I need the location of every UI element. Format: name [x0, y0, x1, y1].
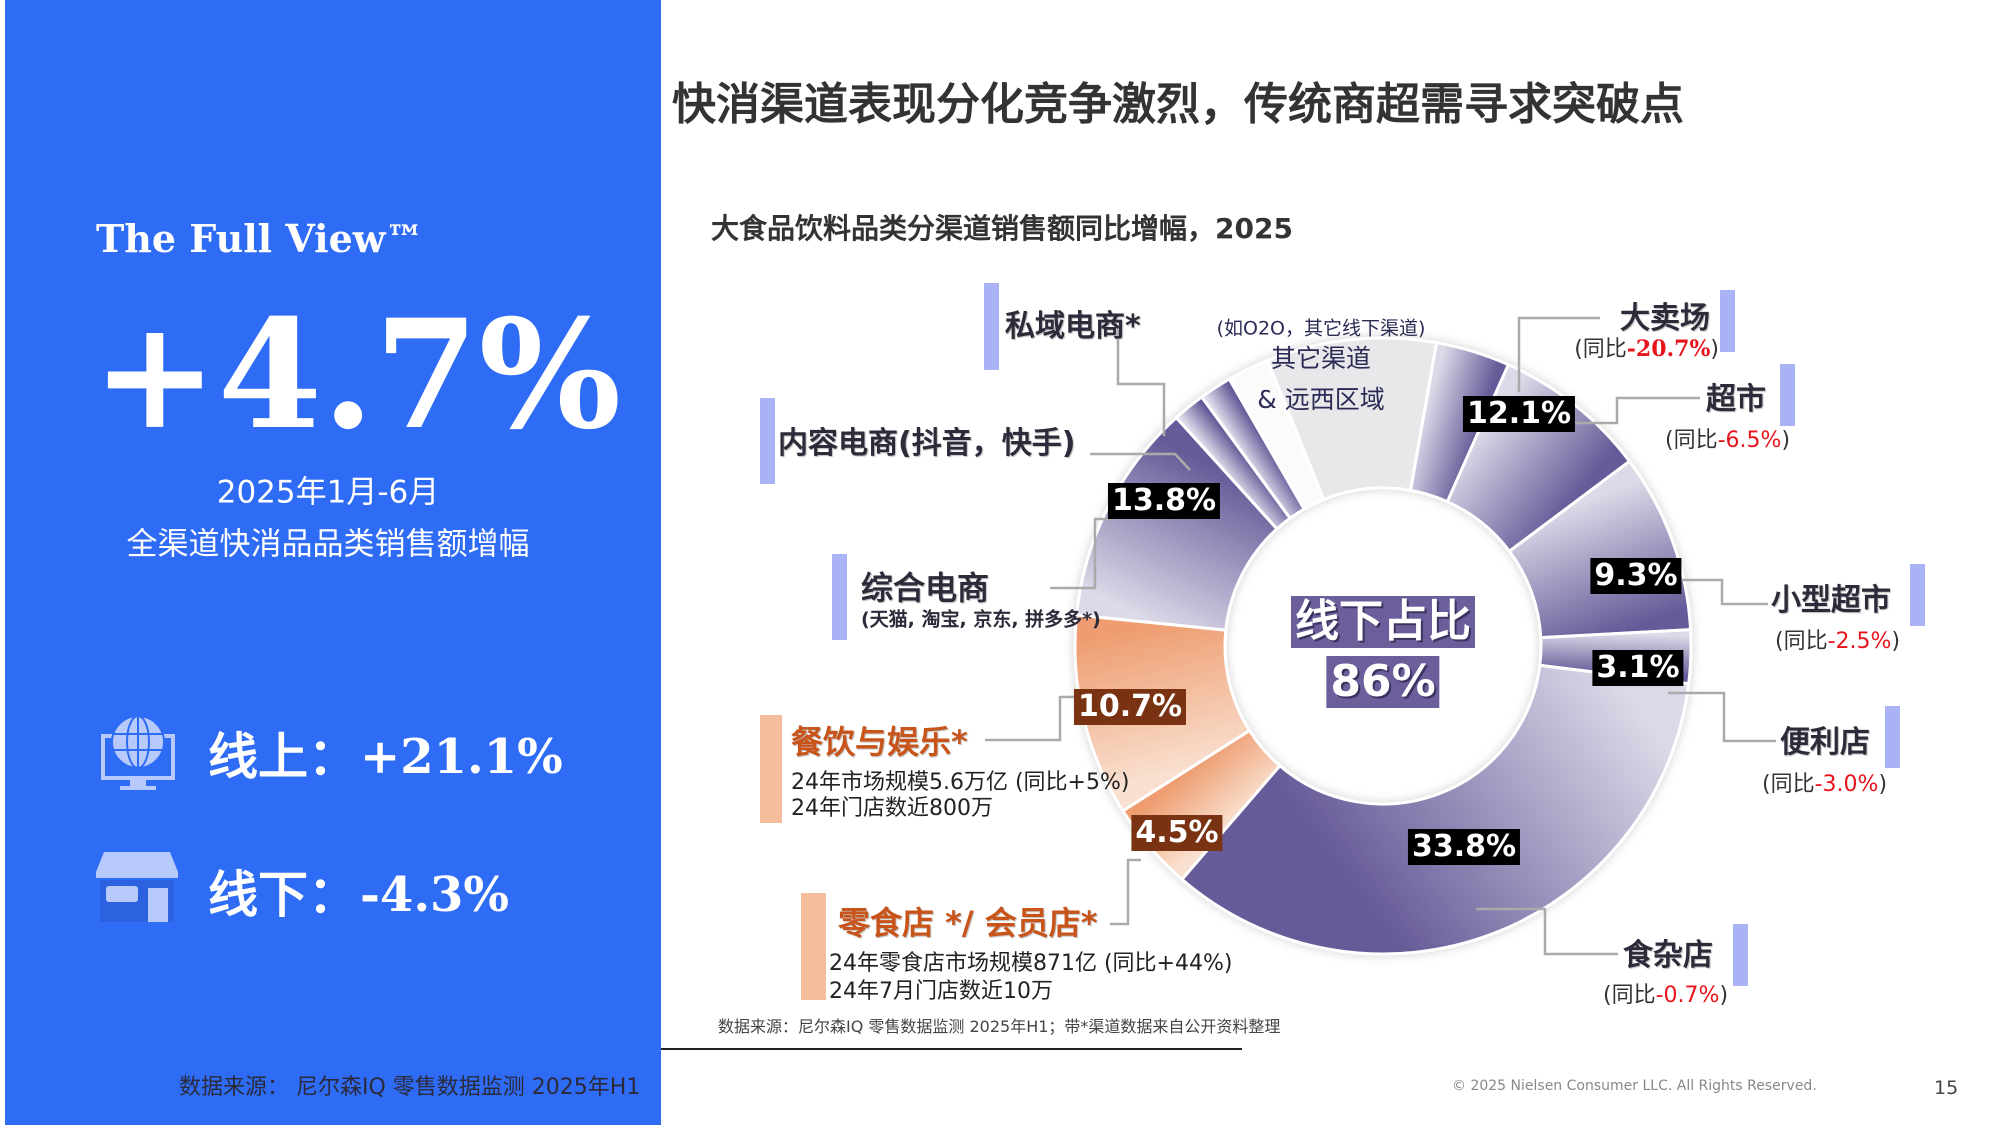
accent-bar — [1780, 364, 1795, 426]
yoy-minimarket: (同比-2.5%) — [1775, 623, 1900, 655]
period-text: 2025年1月-6月 — [216, 474, 440, 511]
chart-subtitle: 大食品饮料品类分渠道销售额同比增幅，2025 — [711, 212, 1293, 245]
yoy-prefix: (同比 — [1603, 983, 1656, 1008]
donut-segment-other — [1265, 336, 1439, 502]
accent-bar — [1885, 706, 1900, 768]
label-dining: 餐饮与娱乐* — [791, 723, 968, 761]
leader-line-ecommerce — [1050, 517, 1112, 590]
other-line1: 其它渠道 — [1270, 344, 1372, 373]
data-label-dining: 10.7% — [1073, 689, 1187, 725]
summary-panel — [5, 0, 661, 1125]
yoy-suffix: ) — [1719, 983, 1729, 1008]
yoy-prefix: (同比 — [1775, 629, 1828, 654]
snack-note-1: 24年零食店市场规模871亿 (同比+44%) — [829, 951, 1233, 976]
accent-bar — [1910, 564, 1925, 626]
globe-monitor-icon — [101, 715, 175, 790]
yoy-hypermarket: (同比-20.7%) — [1574, 331, 1719, 363]
leader-line-private — [1116, 328, 1166, 436]
accent-bar — [801, 893, 826, 1000]
source-note: 数据来源：尼尔森IQ 零售数据监测 2025年H1；带*渠道数据来自公开资料整理 — [718, 1017, 1281, 1036]
description-text: 全渠道快消品品类销售额增幅 — [126, 526, 530, 563]
yoy-prefix: (同比 — [1665, 428, 1718, 453]
label-grocery: 食杂店 — [1623, 938, 1713, 973]
center-label-value: 86% — [1326, 656, 1440, 708]
data-label-ecommerce: 13.8% — [1107, 483, 1221, 519]
yoy-convenience: (同比-3.0%) — [1762, 766, 1887, 798]
yoy-suffix: ) — [1891, 629, 1901, 654]
accent-bar — [760, 398, 775, 484]
yoy-suffix: ) — [1710, 337, 1719, 362]
offline-label: 线下： — [208, 866, 358, 924]
label-hypermarket: 大卖场 — [1620, 301, 1710, 336]
leader-line-convenience — [1668, 691, 1776, 743]
dining-note-2: 24年门店数近800万 — [791, 796, 993, 821]
leader-line-hypermarket — [1517, 316, 1600, 392]
label-minimarket: 小型超市 — [1771, 583, 1891, 618]
dining-note-1: 24年市场规模5.6万亿 (同比+5%) — [791, 770, 1130, 795]
yoy-prefix: (同比 — [1762, 772, 1815, 797]
snack-note-2: 24年7月门店数近10万 — [829, 979, 1053, 1004]
yoy-suffix: ) — [1781, 428, 1791, 453]
accent-bar — [1733, 924, 1748, 986]
yoy-supermarket: (同比-6.5%) — [1665, 422, 1790, 454]
leader-line-minimarket — [1675, 578, 1768, 606]
data-label-supermarket: 12.1% — [1462, 396, 1576, 432]
accent-bar — [984, 283, 999, 370]
label-content-ecommerce: 内容电商(抖音，快手) — [778, 426, 1076, 461]
leader-line-snack — [1110, 858, 1141, 926]
yoy-value: -0.7% — [1655, 983, 1720, 1008]
data-label-grocery: 33.8% — [1407, 829, 1521, 865]
offline-value: -4.3% — [360, 867, 510, 923]
data-label-convenience: 3.1% — [1592, 650, 1684, 686]
leader-line-supermarket — [1563, 396, 1700, 425]
accent-bar — [832, 554, 847, 640]
label-supermarket: 超市 — [1706, 382, 1766, 417]
leader-line-dining — [985, 695, 1085, 742]
label-ecommerce: 综合电商 — [861, 569, 990, 607]
yoy-prefix: (同比 — [1574, 337, 1627, 362]
leader-line-grocery — [1476, 907, 1618, 956]
label-snack: 零食店 */ 会员店* — [838, 904, 1098, 942]
online-label: 线上： — [208, 728, 358, 786]
headline-growth: +4.7% — [92, 287, 622, 463]
yoy-suffix: ) — [1878, 772, 1888, 797]
yoy-value: -2.5% — [1827, 629, 1892, 654]
storefront-icon — [96, 852, 178, 922]
page-title: 快消渠道表现分化竞争激烈，传统商超需寻求突破点 — [672, 79, 1684, 130]
label-convenience: 便利店 — [1780, 725, 1870, 760]
accent-bar — [1720, 290, 1735, 352]
yoy-value: -6.5% — [1717, 428, 1782, 453]
online-value: +21.1% — [360, 729, 563, 785]
label-private-ecommerce: 私域电商* — [1005, 309, 1141, 344]
copyright: © 2025 Nielsen Consumer LLC. All Rights … — [1452, 1078, 1817, 1094]
data-label-snack: 4.5% — [1131, 815, 1223, 851]
page-number: 15 — [1934, 1077, 1959, 1099]
yoy-value: -3.0% — [1814, 772, 1879, 797]
accent-bar — [760, 715, 782, 823]
data-label-minimarket: 9.3% — [1590, 558, 1682, 594]
leader-line-content — [1090, 452, 1191, 471]
yoy-value: -20.7% — [1626, 336, 1711, 362]
other-line2: & 远西区域 — [1257, 385, 1385, 414]
divider — [661, 1048, 1242, 1050]
brand-title: The Full View™ — [96, 216, 424, 261]
donut-segment-grocery — [1179, 663, 1691, 956]
label-ecommerce-sub: (天猫, 淘宝, 京东, 拼多多*) — [861, 608, 1101, 631]
other-note: (如O2O，其它线下渠道) — [1216, 317, 1426, 340]
leader-lines — [985, 316, 1776, 956]
left-source-note: 数据来源： 尼尔森IQ 零售数据监测 2025年H1 — [179, 1075, 641, 1100]
yoy-grocery: (同比-0.7%) — [1603, 977, 1728, 1009]
center-label-title: 线下占比 — [1291, 596, 1475, 648]
